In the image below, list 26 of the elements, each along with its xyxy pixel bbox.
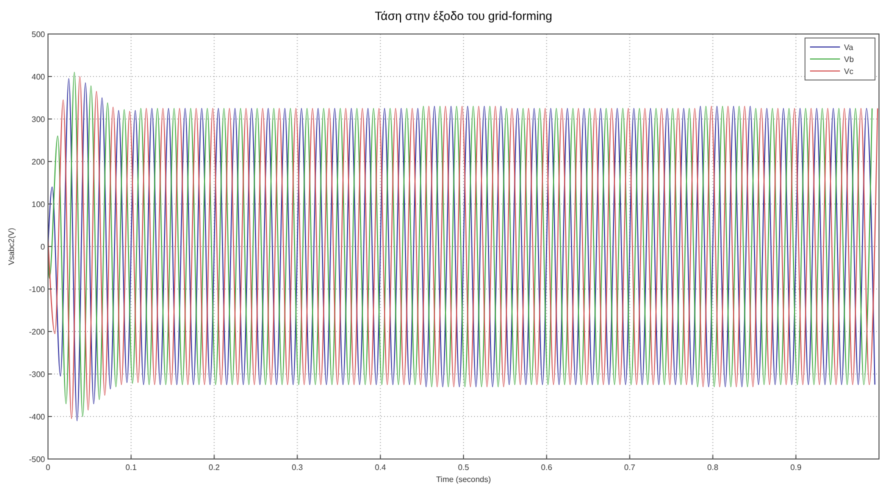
- y-tick-label: 0: [40, 242, 46, 252]
- chart-title: Τάση στην έξοδο του grid-forming: [374, 9, 552, 23]
- x-axis-title: Time (seconds): [436, 475, 492, 484]
- y-tick-label: 200: [32, 158, 46, 166]
- x-tick-label: 0.5: [458, 463, 470, 472]
- legend-label: Vc: [844, 67, 854, 76]
- y-tick-label: -300: [28, 370, 46, 379]
- y-tick-label: -100: [28, 285, 46, 294]
- y-tick-label: 500: [32, 30, 46, 39]
- x-tick-label: 0.2: [208, 463, 220, 472]
- x-tick-label: 0.1: [126, 463, 138, 472]
- x-tick-label: 0.3: [292, 463, 304, 472]
- x-tick-label: 0.6: [541, 463, 553, 472]
- y-tick-label: -500: [28, 455, 46, 464]
- x-tick-label: 0.7: [624, 463, 636, 472]
- y-tick-label: -200: [28, 328, 46, 336]
- legend-label: Va: [844, 43, 854, 52]
- legend-label: Vb: [844, 55, 854, 64]
- x-tick-label: 0.9: [790, 463, 802, 472]
- y-axis-title: Vsabc2(V): [7, 227, 16, 266]
- x-tick-label: 0.8: [707, 463, 719, 472]
- y-tick-label: 400: [32, 72, 46, 82]
- y-tick-label: 300: [32, 115, 46, 124]
- y-tick-label: 100: [32, 200, 46, 209]
- y-tick-label: -400: [28, 412, 46, 422]
- x-tick-label: 0.4: [374, 463, 387, 472]
